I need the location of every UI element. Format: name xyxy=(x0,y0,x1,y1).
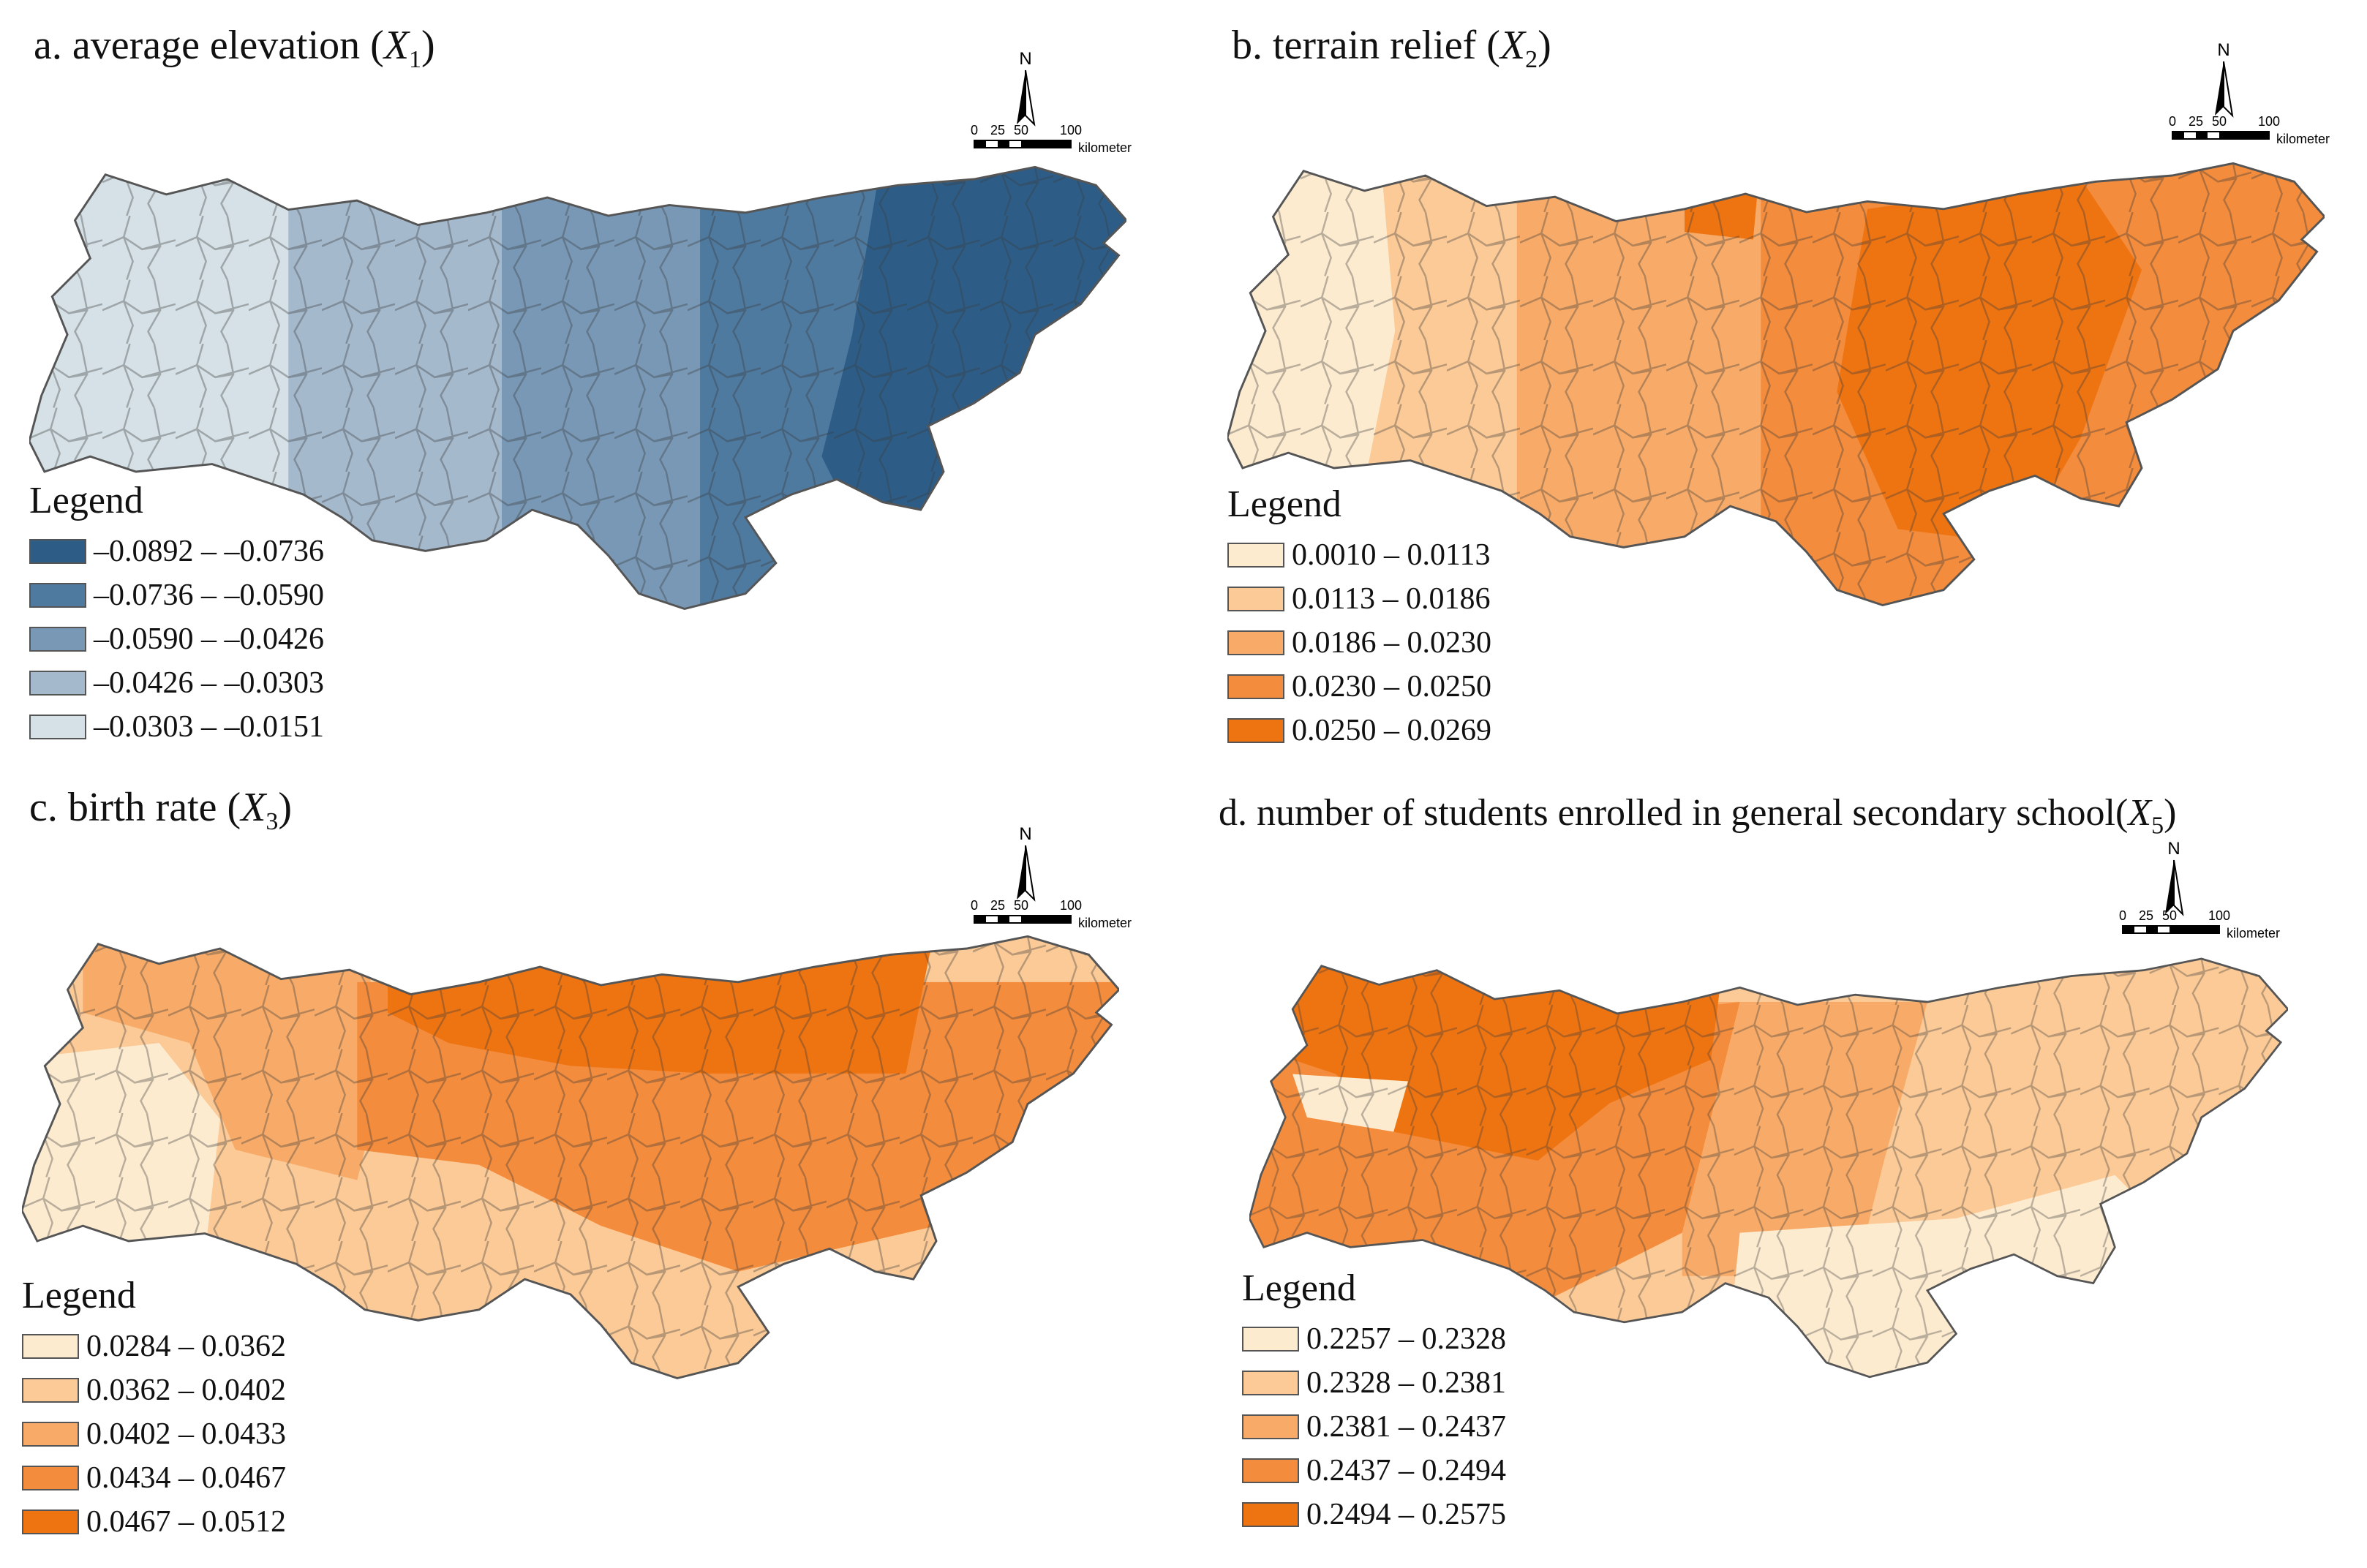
legend-title: Legend xyxy=(1227,483,1341,525)
svg-text:100: 100 xyxy=(1060,123,1082,137)
scale-bar: 0 25 50 100 kilometer xyxy=(971,898,1132,930)
svg-text:25: 25 xyxy=(990,898,1005,913)
svg-text:100: 100 xyxy=(1060,898,1082,913)
choropleth-map xyxy=(22,935,1119,1379)
legend-swatch xyxy=(29,671,86,696)
panel-title: c. birth rate (X3) xyxy=(29,785,293,836)
panel-terrain-relief: b. terrain relief (X2) N 0 25 50 100 kil… xyxy=(1184,0,2367,784)
panel-title: a. average elevation (X1) xyxy=(34,23,435,74)
legend-swatch xyxy=(1242,1458,1299,1483)
svg-text:N: N xyxy=(1019,824,1031,844)
legend-item: –0.0736 – –0.0590 xyxy=(29,573,324,617)
svg-text:kilometer: kilometer xyxy=(1078,916,1132,930)
legend-swatch xyxy=(1227,630,1284,655)
legend-item: 0.0467 – 0.0512 xyxy=(22,1500,286,1544)
svg-text:100: 100 xyxy=(2208,908,2230,923)
legend-item: 0.0250 – 0.0269 xyxy=(1227,709,1491,753)
svg-text:kilometer: kilometer xyxy=(2276,132,2330,146)
legend-swatch xyxy=(1242,1371,1299,1395)
svg-text:50: 50 xyxy=(2212,114,2227,129)
svg-text:0: 0 xyxy=(2169,114,2176,129)
svg-text:25: 25 xyxy=(990,123,1005,137)
legend-item: 0.2257 – 0.2328 xyxy=(1242,1317,1506,1361)
legend-item: 0.2437 – 0.2494 xyxy=(1242,1449,1506,1493)
svg-text:25: 25 xyxy=(2189,114,2203,129)
legend: Legend –0.0892 – –0.0736 –0.0736 – –0.05… xyxy=(29,479,324,749)
legend-item: 0.0010 – 0.0113 xyxy=(1227,533,1491,577)
panel-average-elevation: a. average elevation (X1) N 0 25 50 100 … xyxy=(0,0,1184,784)
legend-item: 0.0284 – 0.0362 xyxy=(22,1324,286,1368)
legend-swatch xyxy=(22,1378,79,1403)
legend-item: –0.0892 – –0.0736 xyxy=(29,529,324,573)
legend-item: –0.0590 – –0.0426 xyxy=(29,617,324,661)
svg-text:N: N xyxy=(2217,40,2229,60)
legend-swatch xyxy=(29,539,86,564)
svg-text:0: 0 xyxy=(971,898,978,913)
panel-title: b. terrain relief (X2) xyxy=(1232,23,1551,74)
legend-swatch xyxy=(1227,674,1284,699)
north-arrow-icon: N xyxy=(1017,49,1036,127)
svg-text:50: 50 xyxy=(1014,123,1028,137)
panel-secondary-school-students: d. number of students enrolled in genera… xyxy=(1184,784,2367,1568)
svg-text:0: 0 xyxy=(971,123,978,137)
legend-swatch xyxy=(22,1334,79,1359)
legend-title: Legend xyxy=(1242,1267,1356,1309)
legend-item: 0.0113 – 0.0186 xyxy=(1227,577,1491,621)
legend-title: Legend xyxy=(29,480,143,521)
panel-title: d. number of students enrolled in genera… xyxy=(1219,792,2177,840)
legend-item: 0.2328 – 0.2381 xyxy=(1242,1361,1506,1405)
svg-text:N: N xyxy=(2167,839,2180,859)
scale-bar: 0 25 50 100 kilometer xyxy=(2169,114,2330,146)
legend: Legend 0.0284 – 0.0362 0.0362 – 0.0402 0… xyxy=(22,1274,286,1544)
legend-swatch xyxy=(1242,1327,1299,1352)
legend-item: 0.2381 – 0.2437 xyxy=(1242,1405,1506,1449)
choropleth-map xyxy=(1249,957,2288,1379)
legend-item: 0.2494 – 0.2575 xyxy=(1242,1493,1506,1537)
choropleth-map xyxy=(1227,162,2325,606)
legend-item: 0.0402 – 0.0433 xyxy=(22,1412,286,1456)
legend-swatch xyxy=(1242,1414,1299,1439)
legend-swatch xyxy=(1227,718,1284,743)
legend-item: 0.0230 – 0.0250 xyxy=(1227,665,1491,709)
legend-swatch xyxy=(1227,587,1284,611)
legend-swatch xyxy=(22,1509,79,1534)
legend-item: 0.0362 – 0.0402 xyxy=(22,1368,286,1412)
legend-item: 0.0186 – 0.0230 xyxy=(1227,621,1491,665)
svg-text:50: 50 xyxy=(1014,898,1028,913)
legend: Legend 0.0010 – 0.0113 0.0113 – 0.0186 0… xyxy=(1227,483,1491,753)
panel-birth-rate: c. birth rate (X3) N 0 25 50 100 kilomet… xyxy=(0,784,1184,1568)
scale-bar: 0 25 50 100 kilometer xyxy=(971,123,1132,155)
legend-title: Legend xyxy=(22,1275,136,1316)
legend-item: 0.0434 – 0.0467 xyxy=(22,1456,286,1500)
svg-text:100: 100 xyxy=(2258,114,2280,129)
legend-swatch xyxy=(22,1422,79,1447)
legend-swatch xyxy=(29,583,86,608)
svg-text:kilometer: kilometer xyxy=(1078,140,1132,155)
legend: Legend 0.2257 – 0.2328 0.2328 – 0.2381 0… xyxy=(1242,1267,1506,1537)
scale-bar: 0 25 50 100 kilometer xyxy=(2119,908,2280,941)
legend-swatch xyxy=(29,627,86,652)
north-arrow-icon: N xyxy=(2215,40,2234,118)
legend-swatch xyxy=(22,1466,79,1490)
legend-item: –0.0426 – –0.0303 xyxy=(29,661,324,705)
choropleth-map xyxy=(29,165,1126,610)
north-arrow-icon: N xyxy=(1017,824,1036,902)
svg-text:0: 0 xyxy=(2119,908,2126,923)
svg-text:kilometer: kilometer xyxy=(2227,926,2280,941)
svg-text:25: 25 xyxy=(2139,908,2153,923)
legend-swatch xyxy=(1227,543,1284,568)
svg-text:N: N xyxy=(1019,49,1031,69)
svg-text:50: 50 xyxy=(2162,908,2177,923)
legend-swatch xyxy=(29,715,86,739)
legend-swatch xyxy=(1242,1502,1299,1527)
legend-item: –0.0303 – –0.0151 xyxy=(29,705,324,749)
north-arrow-icon: N xyxy=(2165,839,2184,916)
